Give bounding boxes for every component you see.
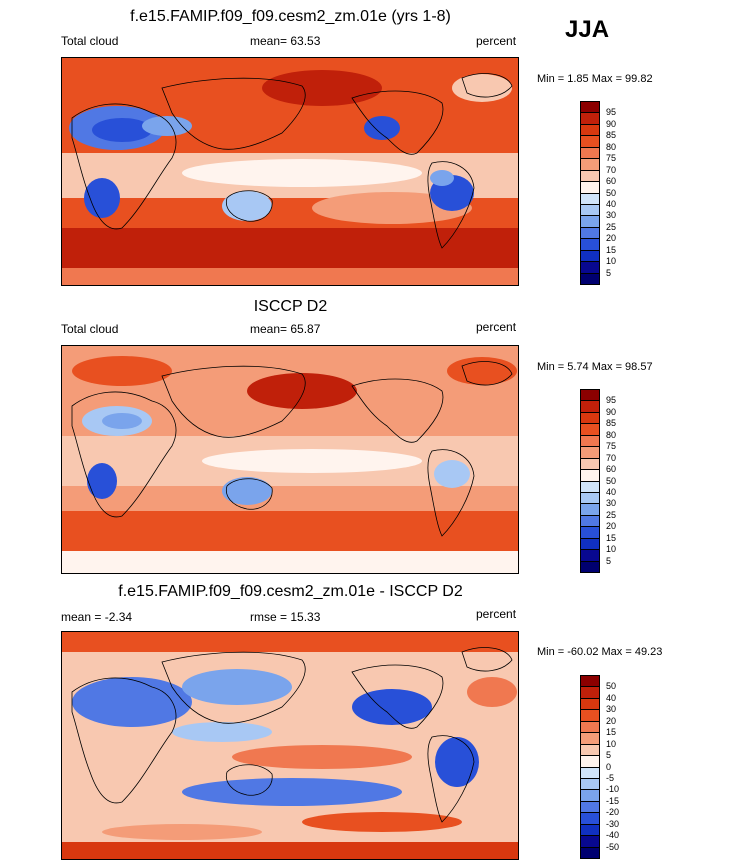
colorbar-tick-label: -40 <box>606 830 620 841</box>
colorbar-tick-label: 80 <box>606 429 617 440</box>
panel-mean-label-model: mean= 63.53 <box>250 34 321 48</box>
colorbar-tick-label: 70 <box>606 452 617 463</box>
colorbar-tick-label: -20 <box>606 807 620 818</box>
panel-title-obs: ISCCP D2 <box>253 298 328 315</box>
colorbar-tick-label: 5 <box>606 555 612 566</box>
colorbar-tick-label: 20 <box>606 233 617 244</box>
colorbar-tick-label: 10 <box>606 544 617 555</box>
colorbar-tick-label: 10 <box>606 256 617 267</box>
colorbar-tick-label: -30 <box>606 818 620 829</box>
panel-left-label-diff: mean = -2.34 <box>61 610 133 624</box>
panel-minmax-model: Min = 1.85 Max = 99.82 <box>537 73 653 85</box>
panel-units-label-obs: percent <box>476 320 517 334</box>
colorbar-tick-label: -50 <box>606 841 620 852</box>
colorbar-tick-label: 50 <box>606 187 617 198</box>
colorbar-tick-label: 15 <box>606 532 617 543</box>
colorbar-tick-label: 60 <box>606 176 617 187</box>
colorbar-tick-label: 5 <box>606 267 612 278</box>
colorbar-tick-label: 85 <box>606 130 617 141</box>
map-diff <box>61 631 519 860</box>
panel-minmax-diff: Min = -60.02 Max = 49.23 <box>537 646 663 658</box>
colorbar-tick-label: -5 <box>606 772 615 783</box>
colorbar-tick-label: 50 <box>606 475 617 486</box>
panel-mean-label-obs: mean= 65.87 <box>250 322 321 336</box>
colorbar-tick-label: 15 <box>606 727 617 738</box>
colorbar-diff: 50 40 30 20 15 10 5 0 -5 -10 -15 -20 -30 -40 -50 <box>580 675 640 859</box>
panel-title-model: f.e15.FAMIP.f09_f09.cesm2_zm.01e (yrs 1-… <box>130 8 451 25</box>
map-model <box>61 57 519 286</box>
colorbar-tick-label: 30 <box>606 498 617 509</box>
colorbar-tick-label: 10 <box>606 738 617 749</box>
colorbar-tick-label: 0 <box>606 761 612 772</box>
panel-title-diff: f.e15.FAMIP.f09_f09.cesm2_zm.01e - ISCCP… <box>118 583 463 600</box>
colorbar-model: 95 90 85 80 75 70 60 50 40 30 25 20 15 10 5 <box>580 101 640 285</box>
season-label: JJA <box>565 16 610 43</box>
colorbar-tick-label: 30 <box>606 704 617 715</box>
map-obs <box>61 345 519 574</box>
colorbar-obs: 95 90 85 80 75 70 60 50 40 30 25 20 15 10 5 <box>580 389 640 573</box>
colorbar-tick-label: 90 <box>606 406 617 417</box>
colorbar-tick-label: 75 <box>606 153 617 164</box>
panel-units-label-model: percent <box>476 34 517 48</box>
colorbar-tick-label: 40 <box>606 486 617 497</box>
colorbar-tick-label: 95 <box>606 107 617 118</box>
colorbar-tick-label: 50 <box>606 681 617 692</box>
colorbar-tick-label: 20 <box>606 715 617 726</box>
colorbar-tick-label: 70 <box>606 164 617 175</box>
colorbar-tick-label: 25 <box>606 509 617 520</box>
panel-left-label-model: Total cloud <box>61 34 119 48</box>
panel-left-label-obs: Total cloud <box>61 322 119 336</box>
colorbar-tick-label: 40 <box>606 692 617 703</box>
colorbar-tick-label: 60 <box>606 464 617 475</box>
colorbar-tick-label: 75 <box>606 441 617 452</box>
colorbar-tick-label: 5 <box>606 750 612 761</box>
colorbar-tick-label: 90 <box>606 118 617 129</box>
colorbar-swatch <box>580 560 600 573</box>
colorbar-tick-label: 95 <box>606 395 617 406</box>
colorbar-tick-label: 25 <box>606 221 617 232</box>
colorbar-swatch <box>580 846 600 859</box>
panel-units-label-diff: percent <box>476 607 517 621</box>
colorbar-tick-label: 30 <box>606 210 617 221</box>
colorbar-tick-label: 85 <box>606 418 617 429</box>
colorbar-tick-label: -10 <box>606 784 620 795</box>
panel-rmse-label-diff: rmse = 15.33 <box>250 610 321 624</box>
colorbar-tick-label: -15 <box>606 795 620 806</box>
colorbar-swatch <box>580 272 600 285</box>
colorbar-tick-label: 80 <box>606 141 617 152</box>
colorbar-tick-label: 40 <box>606 198 617 209</box>
panel-minmax-obs: Min = 5.74 Max = 98.57 <box>537 361 653 373</box>
colorbar-tick-label: 20 <box>606 521 617 532</box>
colorbar-tick-label: 15 <box>606 244 617 255</box>
